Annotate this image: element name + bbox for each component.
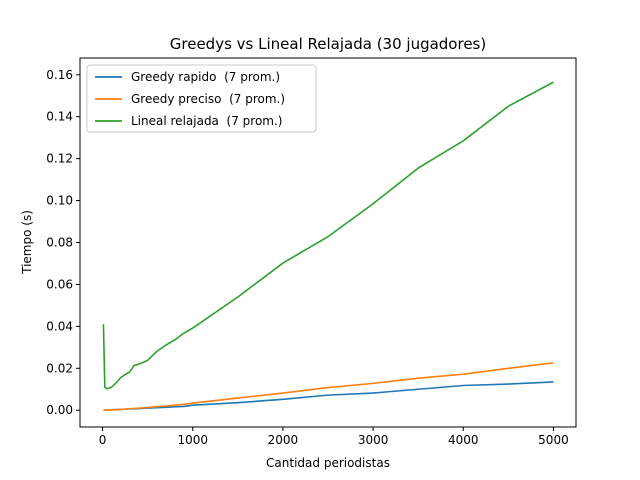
x-tick-label: 1000 bbox=[177, 433, 208, 447]
series-line-2 bbox=[103, 362, 554, 412]
series-line-3 bbox=[102, 81, 554, 390]
y-tick-label: 0.08 bbox=[46, 236, 73, 250]
x-tick-label: 2000 bbox=[268, 433, 299, 447]
legend: Greedy rapido (7 prom.) Greedy preciso (7… bbox=[86, 64, 317, 133]
chart-title: Greedys vs Lineal Relajada (30 jugadores… bbox=[170, 35, 486, 53]
x-tick-label: 4000 bbox=[448, 433, 479, 447]
y-axis: 0.00 0.02 0.04 0.06 0.08 0.10 0.12 0.14 0.16 bbox=[46, 68, 80, 417]
x-axis: 0 1000 2000 3000 4000 5000 bbox=[99, 427, 569, 447]
x-tick-label: 0 bbox=[99, 433, 107, 447]
y-tick-label: 0.12 bbox=[46, 152, 73, 166]
y-tick-label: 0.10 bbox=[46, 194, 73, 208]
legend-box bbox=[86, 64, 317, 133]
legend-label: Greedy rapido (7 prom.) bbox=[131, 70, 280, 84]
plot-lines bbox=[102, 81, 554, 412]
y-tick-label: 0.06 bbox=[46, 277, 73, 291]
x-tick-label: 3000 bbox=[358, 433, 389, 447]
legend-label: Greedy preciso (7 prom.) bbox=[131, 92, 285, 106]
y-tick-label: 0.00 bbox=[46, 403, 73, 417]
legend-label: Lineal relajada (7 prom.) bbox=[131, 114, 282, 128]
y-tick-label: 0.14 bbox=[46, 110, 73, 124]
x-axis-label: Cantidad periodistas bbox=[266, 456, 390, 470]
y-tick-label: 0.04 bbox=[46, 319, 73, 333]
y-tick-label: 0.02 bbox=[46, 361, 73, 375]
y-axis-label: Tiempo (s) bbox=[20, 210, 34, 275]
x-tick-label: 5000 bbox=[538, 433, 569, 447]
y-tick-label: 0.16 bbox=[46, 68, 73, 82]
